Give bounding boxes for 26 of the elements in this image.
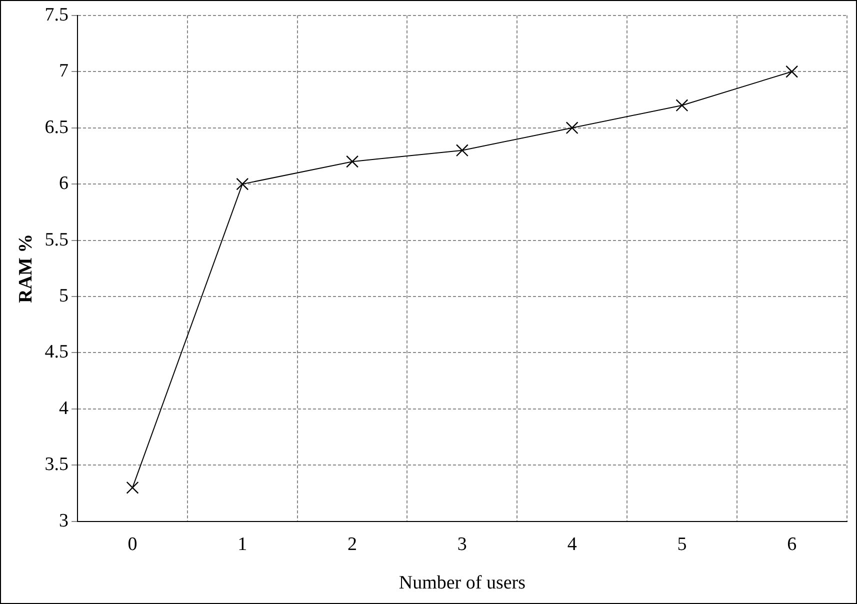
y-tick-label: 5 — [59, 285, 69, 306]
x-tick-label: 5 — [677, 534, 687, 555]
x-tick-label: 3 — [457, 534, 467, 555]
y-tick-label: 3 — [59, 510, 69, 532]
x-tick-label: 1 — [238, 534, 248, 555]
x-tick-label: 4 — [567, 534, 578, 555]
y-tick-label: 3.5 — [44, 454, 69, 476]
y-tick-label: 6 — [59, 173, 69, 194]
x-axis-title: Number of users — [398, 572, 526, 594]
point — [786, 65, 798, 78]
point — [456, 144, 468, 157]
point — [676, 99, 688, 112]
y-tick-label: 6.5 — [44, 116, 69, 138]
y-tick-label: 7 — [59, 60, 69, 82]
x-tick-label: 0 — [128, 534, 138, 555]
y-axis-title: RAM % — [15, 234, 36, 303]
y-tick-label: 7.5 — [44, 4, 69, 26]
x-tick-label: 2 — [348, 534, 358, 555]
x-tick-label: 6 — [787, 534, 797, 555]
y-tick-label: 4 — [59, 398, 70, 419]
point — [126, 481, 139, 494]
point — [346, 155, 359, 168]
y-tick-label: 4.5 — [44, 342, 69, 363]
y-tick-label: 5.5 — [44, 229, 69, 250]
point — [236, 178, 249, 190]
point — [566, 122, 578, 134]
